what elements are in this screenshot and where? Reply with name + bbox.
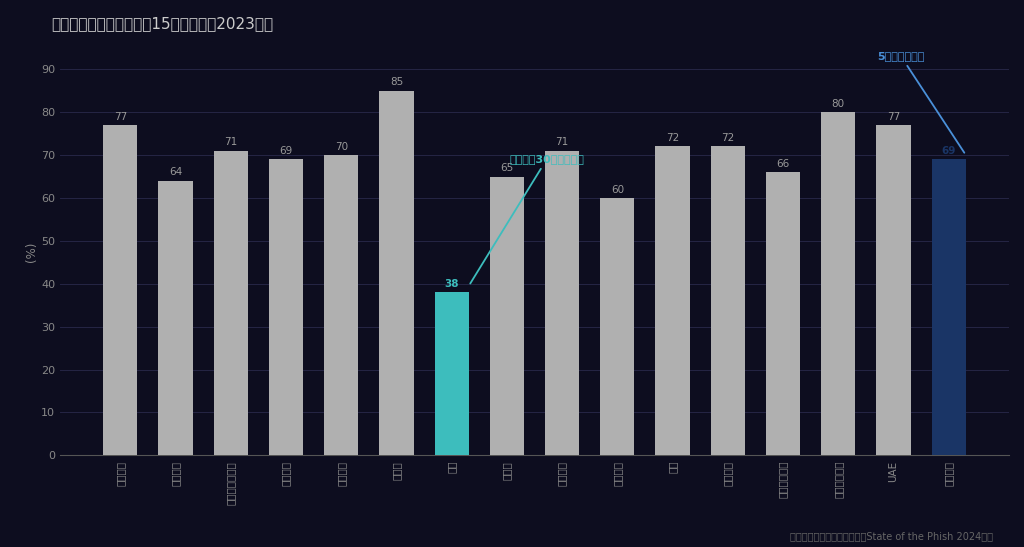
Text: 65: 65 — [501, 163, 513, 173]
Bar — [545, 151, 580, 455]
Text: 71: 71 — [224, 137, 238, 147]
Text: 72: 72 — [721, 133, 734, 143]
Text: 71: 71 — [555, 137, 568, 147]
Y-axis label: (%): (%) — [26, 241, 38, 262]
Text: 5ポイント上昇: 5ポイント上昇 — [877, 51, 965, 153]
Text: 70: 70 — [335, 142, 348, 152]
Bar — [766, 172, 800, 455]
Bar — [932, 159, 966, 455]
Bar — [379, 91, 414, 455]
Bar — [159, 181, 193, 455]
Bar — [434, 292, 469, 455]
Text: 64: 64 — [169, 167, 182, 177]
Text: 77: 77 — [114, 112, 127, 121]
Text: 38: 38 — [444, 279, 459, 289]
Bar — [877, 125, 910, 455]
Text: 69: 69 — [941, 146, 956, 156]
Text: 69: 69 — [280, 146, 293, 156]
Bar — [324, 155, 358, 455]
Text: 66: 66 — [776, 159, 790, 169]
Text: ランサムウェア感染率　15ヵ国比較（2023年）: ランサムウェア感染率 15ヵ国比較（2023年） — [51, 16, 273, 31]
Bar — [655, 147, 690, 455]
Text: 72: 72 — [666, 133, 679, 143]
Bar — [821, 112, 855, 455]
Bar — [600, 198, 635, 455]
Bar — [214, 151, 248, 455]
Bar — [103, 125, 137, 455]
Bar — [269, 159, 303, 455]
Text: 85: 85 — [390, 77, 403, 88]
Text: 77: 77 — [887, 112, 900, 121]
Bar — [711, 147, 744, 455]
Text: 60: 60 — [610, 184, 624, 195]
Bar — [489, 177, 524, 455]
Text: 【出典：プルーフポイント「State of the Phish 2024」】: 【出典：プルーフポイント「State of the Phish 2024」】 — [791, 532, 993, 542]
Text: 昨年より30ポイント減: 昨年より30ポイント減 — [470, 154, 585, 283]
Text: 80: 80 — [831, 99, 845, 109]
